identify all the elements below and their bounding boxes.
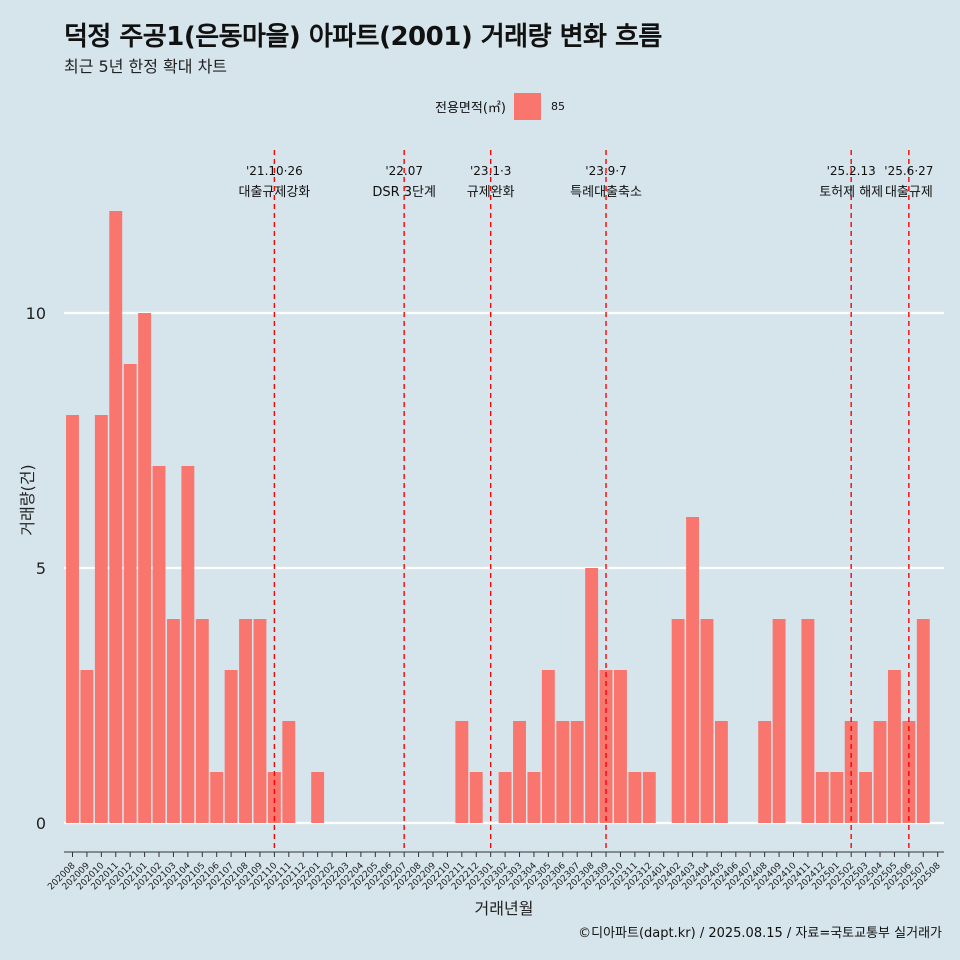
event-date-label: '23.9·7 [585,164,626,178]
bar [556,721,570,823]
event-name-label: 토허제 해제 [819,185,883,200]
bar [152,466,166,823]
bar [195,619,209,823]
bar [469,772,483,823]
bar [109,211,123,823]
y-axis-title: 거래량(건) [18,464,37,535]
bar [859,772,873,823]
bar [123,364,137,823]
source-caption: ©디아파트(dapt.kr) / 2025.08.15 / 자료=국토교통부 실… [578,926,942,941]
bar [94,415,108,823]
legend-entry: 85 [550,100,565,113]
bar [513,721,526,823]
bar [830,772,844,823]
bar [628,772,642,823]
bar [585,568,599,823]
bar [267,772,281,823]
event-name-label: 특례대출축소 [570,185,642,200]
bar [772,619,786,823]
bar [210,772,224,823]
event-name-label: 대출규제 [885,185,933,200]
event-date-label: '22.07 [385,164,423,178]
bar [916,619,930,823]
bar [887,670,901,823]
y-tick-label: 10 [26,304,46,323]
bar [873,721,887,823]
chart-title: 덕정 주공1(은동마을) 아파트(2001) 거래량 변화 흐름 [64,22,662,52]
event-date-label: '21.10·26 [246,164,303,178]
bar [671,619,685,823]
bar [455,721,469,823]
bar [686,517,700,823]
legend-title: 전용면적(㎡) [435,101,506,116]
bar [700,619,714,823]
legend-swatch [513,93,541,120]
bar [815,772,829,823]
bar [80,670,94,823]
bar [239,619,252,823]
bar [527,772,541,823]
event-date-label: '25.6·27 [884,164,933,178]
bar [66,415,79,823]
y-tick-label: 0 [36,814,46,833]
bar [224,670,238,823]
bar [282,721,296,823]
y-tick-label: 5 [36,559,46,578]
event-name-label: 대출규제강화 [238,185,310,200]
bar [166,619,180,823]
chart-subtitle: 최근 5년 한정 확대 차트 [64,57,228,76]
bar [498,772,512,823]
bar [181,466,195,823]
x-axis-title: 거래년월 [475,899,534,918]
event-date-label: '25.2.13 [827,164,876,178]
bar [253,619,267,823]
bar [614,670,627,823]
bar [570,721,584,823]
bar [714,721,728,823]
event-name-label: DSR 3단계 [372,185,436,200]
event-date-label: '23.1·3 [470,164,511,178]
legend: 전용면적(㎡) 85 [435,93,565,120]
bar [541,670,555,823]
bar [642,772,656,823]
bar [138,313,152,823]
event-name-label: 규제완화 [467,185,515,200]
bar [758,721,772,823]
bar [311,772,325,823]
bar [801,619,815,823]
